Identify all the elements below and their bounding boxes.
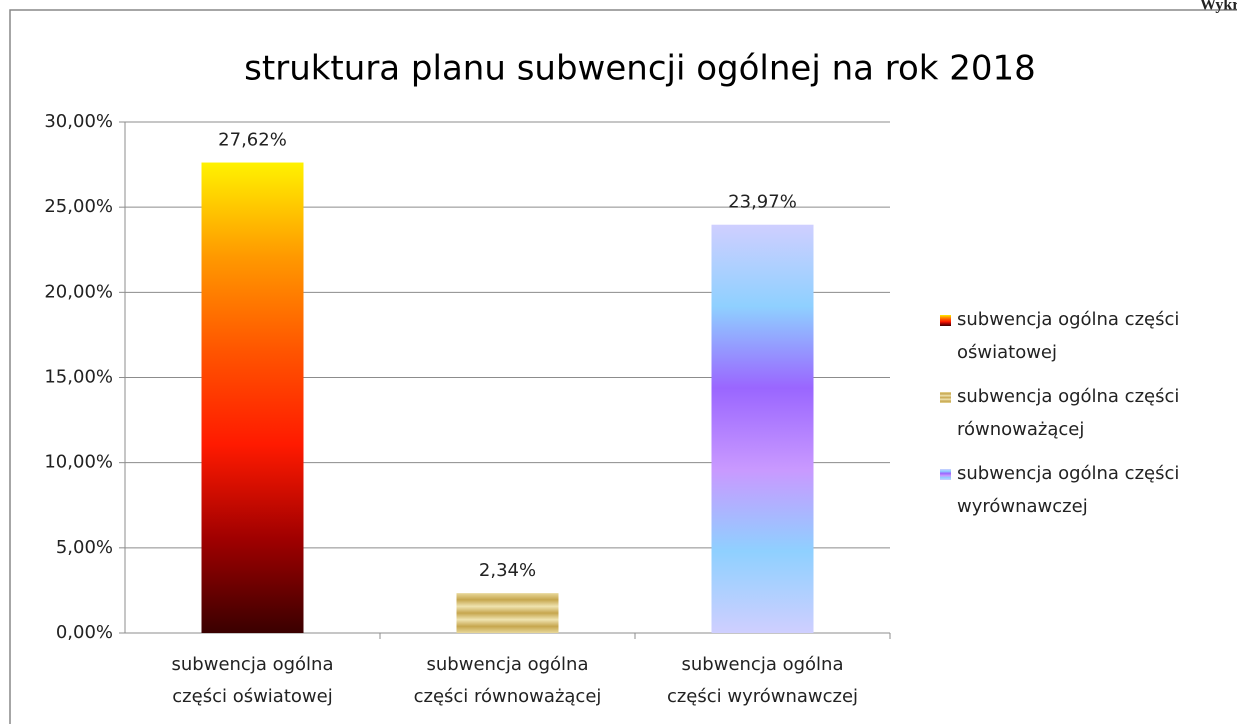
x-tick-label: subwencja ogólna części wyrównawczej — [667, 654, 858, 707]
bar — [456, 593, 559, 633]
y-tick-label: 0,00% — [56, 622, 113, 643]
legend-swatch — [940, 315, 951, 326]
chart-title: struktura planu subwencji ogólnej na rok… — [244, 49, 1036, 89]
legend-label: subwencja ogólna części oświatowej — [957, 309, 1179, 363]
y-tick-label: 5,00% — [56, 537, 113, 558]
x-tick-label: subwencja ogólna części równoważącej — [414, 654, 602, 707]
bar — [201, 162, 304, 633]
y-tick-label: 15,00% — [44, 367, 113, 388]
page-header: Wykres 1 — [1200, 0, 1237, 14]
legend-label: subwencja ogólna części wyrównawczej — [957, 463, 1179, 517]
legend-swatch — [940, 469, 951, 480]
bar — [711, 224, 814, 633]
y-tick-label: 25,00% — [44, 196, 113, 217]
chart-frame — [9, 9, 1237, 724]
y-tick-label: 30,00% — [44, 111, 113, 132]
value-label: 2,34% — [479, 560, 536, 581]
y-tick-label: 10,00% — [44, 452, 113, 473]
legend-swatch — [940, 392, 951, 403]
legend-label: subwencja ogólna części równoważącej — [957, 386, 1179, 440]
x-tick-label: subwencja ogólna części oświatowej — [172, 654, 334, 707]
value-label: 23,97% — [728, 192, 797, 213]
y-tick-label: 20,00% — [44, 281, 113, 302]
value-label: 27,62% — [218, 130, 287, 151]
